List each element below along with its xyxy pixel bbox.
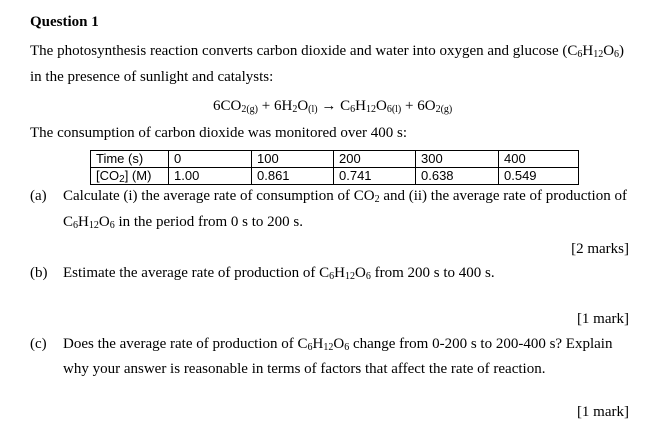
part-c-line-2: why your answer is reasonable in terms o… — [63, 361, 546, 377]
table-cell: Time (s) — [90, 150, 169, 168]
part-c-label: (c) — [30, 336, 47, 352]
part-a-marks: [2 marks] — [571, 241, 629, 257]
table-cell: 1.00 — [168, 167, 252, 185]
intro-line-2: in the presence of sunlight and catalyst… — [30, 69, 274, 85]
table-cell: 0.638 — [415, 167, 499, 185]
table-cell: 0.861 — [251, 167, 334, 185]
table-cell: 0 — [168, 150, 252, 168]
part-a-label: (a) — [30, 188, 47, 204]
data-table: Time (s) 0 100 200 300 400 [CO2] (M) 1.0… — [90, 150, 579, 185]
part-b-line-1: Estimate the average rate of production … — [63, 265, 495, 282]
intro-line-1: The photosynthesis reaction converts car… — [30, 43, 625, 60]
table-cell: 200 — [333, 150, 416, 168]
part-b-label: (b) — [30, 265, 48, 281]
table-cell: [CO2] (M) — [90, 167, 169, 185]
table-row: Time (s) 0 100 200 300 400 — [90, 150, 579, 168]
part-a-line-1: Calculate (i) the average rate of consum… — [63, 188, 627, 205]
table-cell: 0.549 — [498, 167, 579, 185]
part-c-marks: [1 mark] — [576, 404, 629, 420]
table-cell: 400 — [498, 150, 579, 168]
part-a-line-2: C6H12O6 in the period from 0 s to 200 s. — [63, 214, 304, 231]
table-row: [CO2] (M) 1.00 0.861 0.741 0.638 0.549 — [90, 167, 579, 185]
table-cell: 100 — [251, 150, 334, 168]
table-cell: 0.741 — [333, 167, 416, 185]
chemical-equation: 6CO2(g) + 6H2O(l) → C6H12O6(l) + 6O2(g) — [213, 98, 453, 115]
table-cell: 300 — [415, 150, 499, 168]
monitor-text: The consumption of carbon dioxide was mo… — [30, 125, 408, 141]
part-c-line-1: Does the average rate of production of C… — [63, 336, 613, 353]
question-title: Question 1 — [30, 14, 99, 30]
part-b-marks: [1 mark] — [576, 311, 629, 327]
